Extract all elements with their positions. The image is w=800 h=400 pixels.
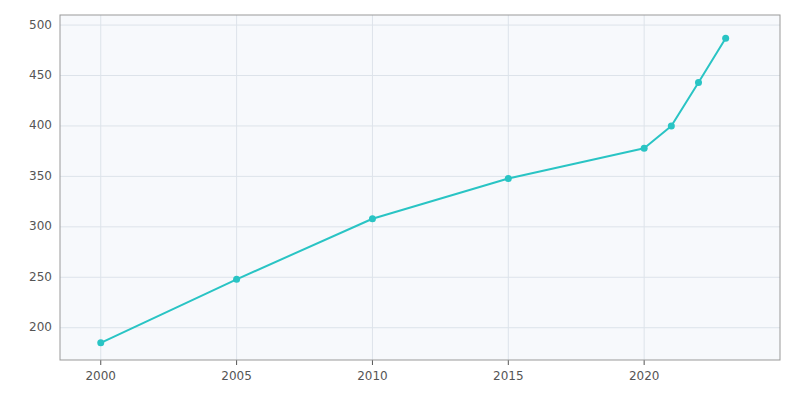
point [369, 215, 376, 222]
point [505, 175, 512, 182]
tick-label: 300 [29, 219, 52, 233]
point [233, 276, 240, 283]
grid-line [100, 15, 101, 360]
tick-label: 2000 [85, 369, 116, 383]
tick-label: 350 [29, 169, 52, 183]
point [722, 35, 729, 42]
point [641, 145, 648, 152]
point [695, 79, 702, 86]
grid-line [644, 15, 645, 360]
tick-mark [100, 360, 101, 365]
tick-label: 450 [29, 68, 52, 82]
grid-line [60, 25, 780, 26]
grid-line [60, 226, 780, 227]
series [97, 35, 729, 347]
chart: 200 250 300 350 400 450 500 2000 2005 2010 2015 202… [0, 0, 800, 400]
grid-line [60, 176, 780, 177]
tick-mark [508, 360, 509, 365]
tick-mark [236, 360, 237, 365]
plot-frame [60, 15, 780, 360]
point [97, 339, 104, 346]
plot-area [60, 15, 780, 360]
tick-label: 2010 [357, 369, 388, 383]
tick-mark [372, 360, 373, 365]
tick-label: 400 [29, 118, 52, 132]
grid-line [60, 277, 780, 278]
tick-label: 250 [29, 270, 52, 284]
point [668, 122, 675, 129]
grid-line [236, 15, 237, 360]
tick-label: 500 [29, 18, 52, 32]
tick-label: 2015 [493, 369, 524, 383]
grid-line [508, 15, 509, 360]
tick-label: 200 [29, 320, 52, 334]
tick-label: 2005 [221, 369, 252, 383]
tick-mark [644, 360, 645, 365]
line [101, 38, 726, 343]
tick-label: 2020 [629, 369, 660, 383]
grid-line [372, 15, 373, 360]
grid-line [60, 327, 780, 328]
grid-line [60, 75, 780, 76]
